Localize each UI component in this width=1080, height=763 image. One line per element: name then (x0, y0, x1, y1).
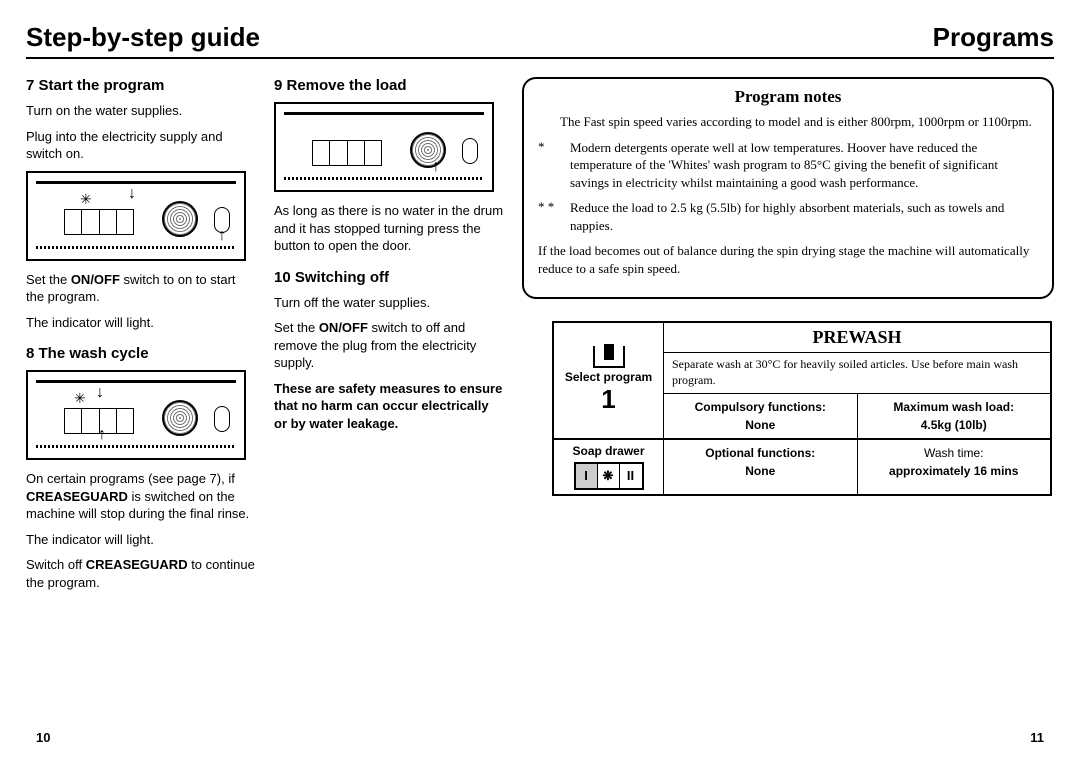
bucket-icon (593, 346, 625, 368)
step10-p3: These are safety measures to ensure that… (274, 380, 504, 433)
label: Compulsory functions: (668, 400, 853, 414)
middle-column: 9 Remove the load ↑ As long as there is … (274, 77, 504, 600)
dial-icon (410, 132, 446, 168)
value: None (668, 464, 853, 478)
value: None (668, 418, 853, 432)
soap-drawer-icon: I ❋ II (574, 462, 644, 490)
step9-p1: As long as there is no water in the drum… (274, 202, 504, 255)
prewash-info-cell: PREWASH Separate wash at 30°C for heavil… (664, 323, 1050, 437)
step7-p1: Turn on the water supplies. (26, 102, 256, 120)
text-bold: These are safety measures to ensure that… (274, 381, 502, 431)
notes-p4: If the load becomes out of balance durin… (538, 242, 1038, 277)
label: Optional functions: (668, 446, 853, 460)
step8-p1: On certain programs (see page 7), if CRE… (26, 470, 256, 523)
step8-p3: Switch off CREASEGUARD to continue the p… (26, 556, 256, 591)
optional-washtime-cell: Optional functions: None Wash time: appr… (664, 439, 1050, 494)
text-bold: CREASEGUARD (86, 557, 188, 572)
prewash-table: Select program 1 PREWASH Separate wash a… (552, 321, 1052, 495)
compulsory-cell: Compulsory functions: None (664, 394, 858, 438)
header-right-title: Programs (933, 22, 1054, 53)
step8-title: 8 The wash cycle (26, 345, 256, 362)
step7-p4: The indicator will light. (26, 314, 256, 332)
soap-label: Soap drawer (572, 444, 644, 458)
table-row: Soap drawer I ❋ II Optional functions: N… (554, 439, 1050, 494)
page-number-left: 10 (36, 730, 50, 745)
right-column: Program notes The Fast spin speed varies… (522, 77, 1054, 600)
asterisk-icon: * * (538, 199, 560, 234)
asterisk-icon: * (538, 139, 560, 192)
arrow-down-icon: ↓ (96, 384, 104, 402)
text-bold: ON/OFF (319, 320, 368, 335)
table-row: Select program 1 PREWASH Separate wash a… (554, 323, 1050, 438)
dial-icon (162, 400, 198, 436)
step7-p3: Set the ON/OFF switch to on to start the… (26, 271, 256, 306)
drawer-compartment: I (576, 464, 598, 488)
notes-row-1: * Modern detergents operate well at low … (538, 139, 1038, 192)
text-bold: CREASEGUARD (26, 489, 128, 504)
notes-title: Program notes (538, 87, 1038, 107)
step8-p2: The indicator will light. (26, 531, 256, 549)
prewash-title: PREWASH (664, 323, 1050, 353)
value: approximately 16 mins (862, 464, 1047, 478)
dial-icon (162, 201, 198, 237)
label: Wash time: (862, 446, 1047, 460)
program-number: 1 (601, 384, 615, 415)
switch-icon (214, 406, 230, 432)
content-area: 7 Start the program Turn on the water su… (26, 77, 1054, 600)
panel-diagram-step8: ↓ ✳ ↑ (26, 370, 246, 460)
table-row: Compulsory functions: None Maximum wash … (664, 394, 1050, 438)
select-label: Select program (565, 370, 652, 384)
step9-title: 9 Remove the load (274, 77, 504, 94)
panel-diagram-step9: ↑ (274, 102, 494, 192)
program-notes-box: Program notes The Fast spin speed varies… (522, 77, 1054, 299)
step10-p1: Turn off the water supplies. (274, 294, 504, 312)
step10-title: 10 Switching off (274, 269, 504, 286)
header-left-title: Step-by-step guide (26, 22, 260, 53)
step7-title: 7 Start the program (26, 77, 256, 94)
value: 4.5kg (10lb) (862, 418, 1047, 432)
switch-icon (462, 138, 478, 164)
label: Maximum wash load: (862, 400, 1047, 414)
maxload-cell: Maximum wash load: 4.5kg (10lb) (858, 394, 1051, 438)
arrow-up-icon: ↑ (432, 158, 440, 176)
notes-p1: The Fast spin speed varies according to … (538, 113, 1038, 131)
panel-diagram-step7: ↓ ✳ ↑ (26, 171, 246, 261)
text: On certain programs (see page 7), if (26, 471, 235, 486)
prewash-desc: Separate wash at 30°C for heavily soiled… (664, 353, 1050, 393)
step10-p2: Set the ON/OFF switch to off and remove … (274, 319, 504, 372)
notes-p3: Reduce the load to 2.5 kg (5.5lb) for hi… (570, 199, 1038, 234)
notes-p2: Modern detergents operate well at low te… (570, 139, 1038, 192)
drawer-compartment: ❋ (598, 464, 620, 488)
drawer-compartment: II (620, 464, 642, 488)
arrow-down-icon: ↓ (128, 185, 136, 203)
step7-p2: Plug into the electricity supply and swi… (26, 128, 256, 163)
indicator-icon: ✳ (80, 191, 92, 208)
page-header: Step-by-step guide Programs (26, 22, 1054, 59)
select-program-cell: Select program 1 (554, 323, 664, 437)
arrow-up-icon: ↑ (98, 426, 106, 444)
notes-row-2: * * Reduce the load to 2.5 kg (5.5lb) fo… (538, 199, 1038, 234)
arrow-up-icon: ↑ (218, 227, 226, 245)
optional-cell: Optional functions: None (664, 440, 858, 494)
soap-drawer-cell: Soap drawer I ❋ II (554, 439, 664, 494)
left-column: 7 Start the program Turn on the water su… (26, 77, 256, 600)
text-bold: ON/OFF (71, 272, 120, 287)
indicator-icon: ✳ (74, 390, 86, 407)
text: Set the (274, 320, 319, 335)
text: Switch off (26, 557, 86, 572)
washtime-cell: Wash time: approximately 16 mins (858, 440, 1051, 494)
page-number-right: 11 (1030, 730, 1044, 745)
text: Set the (26, 272, 71, 287)
